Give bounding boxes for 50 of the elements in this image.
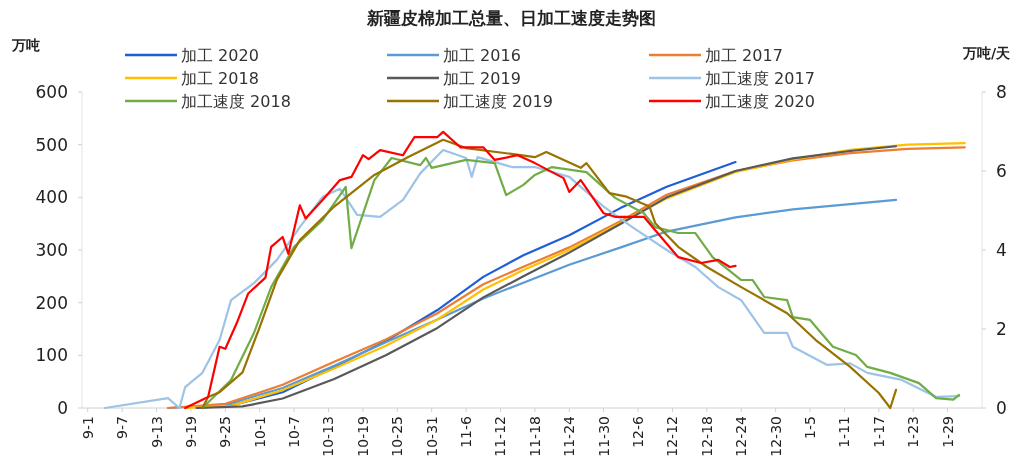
x-tick-label: 10-31 <box>423 416 440 457</box>
x-tick-label: 10-25 <box>389 416 406 457</box>
legend-label: 加工速度 2018 <box>181 92 291 111</box>
y-tick-label: 200 <box>35 292 68 313</box>
y2-tick-label: 4 <box>996 240 1007 260</box>
y2-tick-label: 0 <box>996 398 1007 418</box>
x-tick-label: 12-6 <box>630 415 647 448</box>
legend-label: 加工 2017 <box>705 46 783 65</box>
y2-tick-label: 6 <box>996 161 1007 181</box>
x-tick-label: 11-12 <box>492 416 509 457</box>
x-tick-label: 11-18 <box>526 416 543 457</box>
x-tick-label: 10-19 <box>354 416 371 457</box>
y-tick-label: 400 <box>35 187 68 208</box>
x-tick-label: 10-1 <box>251 416 268 448</box>
y2-tick-label: 2 <box>996 319 1007 339</box>
x-tick-label: 1-11 <box>836 416 853 448</box>
x-tick-label: 11-6 <box>458 415 475 448</box>
y-tick-label: 500 <box>35 134 68 155</box>
y-tick-label: 600 <box>35 82 68 102</box>
y2-axis-title: 万吨/天 <box>961 45 1011 61</box>
y2-tick-label: 8 <box>996 82 1007 102</box>
x-tick-label: 9-7 <box>114 416 131 439</box>
chart-title: 新疆皮棉加工总量、日加工速度走势图 <box>365 8 656 28</box>
x-tick-label: 11-24 <box>561 415 578 457</box>
legend-label: 加工速度 2019 <box>443 92 553 111</box>
x-tick-label: 1-5 <box>802 416 819 439</box>
x-tick-label: 10-7 <box>286 416 303 448</box>
x-tick-label: 1-23 <box>905 416 922 448</box>
x-tick-label: 12-24 <box>733 415 750 457</box>
y-tick-label: 100 <box>35 345 68 366</box>
x-tick-label: 9-13 <box>148 416 165 448</box>
x-tick-label: 1-17 <box>870 416 887 448</box>
x-tick-label: 11-30 <box>595 416 612 457</box>
x-tick-label: 9-1 <box>79 416 96 439</box>
y-tick-label: 300 <box>35 240 68 260</box>
legend-label: 加工 2016 <box>443 46 521 65</box>
x-tick-label: 9-25 <box>217 416 234 448</box>
legend-label: 加工 2019 <box>443 69 521 88</box>
x-tick-label: 12-18 <box>698 416 715 457</box>
x-tick-label: 12-12 <box>664 416 681 457</box>
y-tick-label: 0 <box>57 398 68 418</box>
x-tick-label: 12-30 <box>767 416 784 457</box>
x-tick-label: 10-13 <box>320 416 337 457</box>
legend-label: 加工 2018 <box>181 69 259 88</box>
legend-label: 加工 2020 <box>181 46 259 65</box>
legend-label: 加工速度 2020 <box>705 92 815 111</box>
legend-label: 加工速度 2017 <box>705 69 815 88</box>
x-tick-label: 9-19 <box>182 416 199 448</box>
x-tick-label: 1-29 <box>939 416 956 448</box>
y-axis-title: 万吨 <box>11 37 40 53</box>
